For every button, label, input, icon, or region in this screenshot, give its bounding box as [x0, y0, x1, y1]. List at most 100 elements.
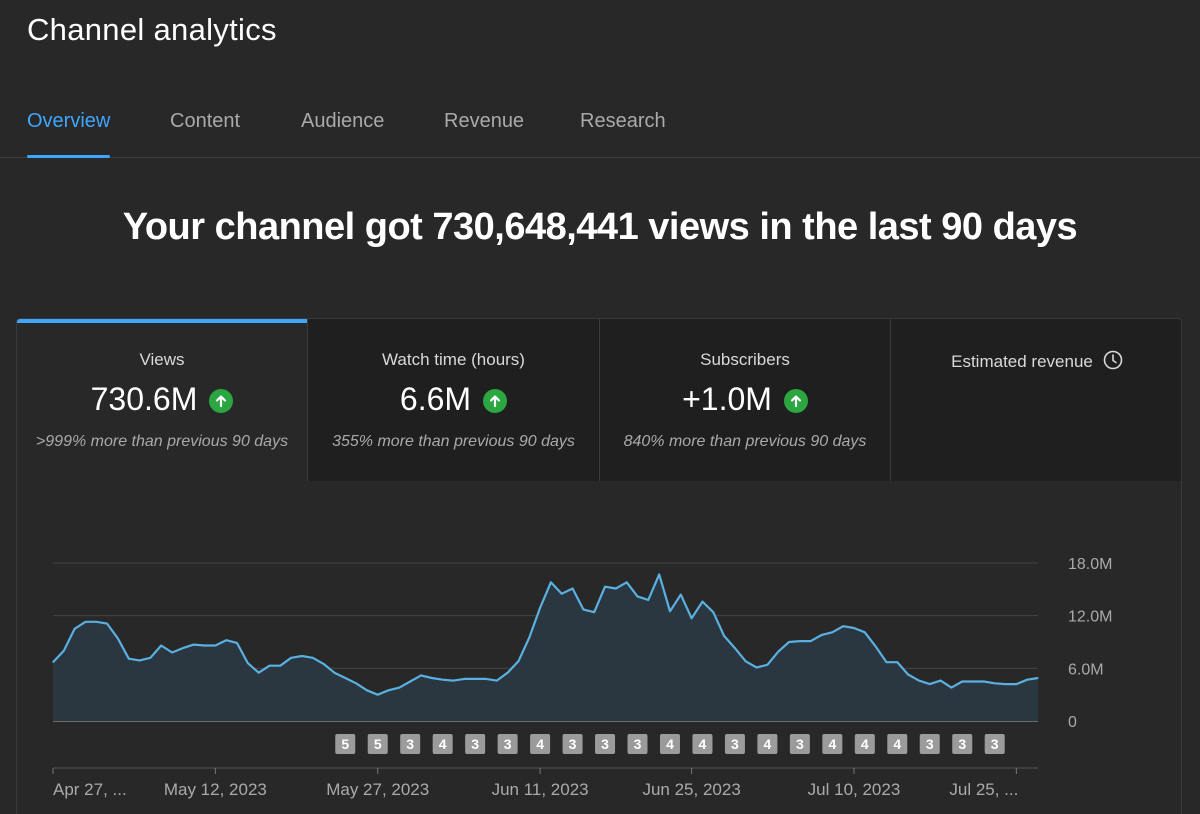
video-marker: [465, 734, 486, 754]
data-point: [745, 660, 747, 662]
metric-value: +1.0M: [682, 381, 772, 417]
tab-revenue[interactable]: Revenue: [444, 110, 525, 132]
video-marker: [627, 734, 648, 754]
metric-label: Subscribers: [700, 350, 790, 369]
clock-icon: [1103, 350, 1123, 375]
data-point: [452, 680, 455, 682]
data-point: [929, 683, 931, 685]
data-point: [193, 644, 195, 646]
metric-card-subscribers[interactable]: Subscribers +1.0M 840% more than previou…: [600, 319, 891, 481]
data-point: [431, 677, 433, 679]
data-point: [258, 672, 260, 674]
data-point: [182, 647, 184, 649]
video-marker-label: 3: [406, 736, 414, 752]
data-point: [323, 663, 325, 665]
video-marker-label: 4: [861, 736, 869, 752]
data-point: [1015, 683, 1017, 685]
data-point: [734, 647, 736, 649]
video-marker-label: 3: [471, 736, 479, 752]
metric-value: 6.6M: [399, 381, 472, 417]
data-point: [842, 625, 844, 627]
data-point: [723, 635, 725, 637]
data-point: [550, 581, 552, 583]
data-point: [864, 631, 866, 633]
video-marker: [432, 734, 453, 754]
data-point: [528, 637, 530, 639]
data-point: [831, 631, 833, 633]
video-marker-label: 3: [601, 736, 609, 752]
video-marker-label: 4: [699, 736, 707, 752]
data-point: [366, 689, 368, 691]
data-point: [820, 634, 823, 636]
data-point: [377, 694, 379, 696]
data-point: [117, 637, 119, 640]
video-marker: [367, 734, 388, 754]
video-marker-label: 4: [536, 736, 544, 752]
data-point: [777, 651, 779, 653]
tab-research[interactable]: Research: [580, 110, 666, 132]
video-marker-label: 3: [958, 736, 966, 752]
metric-label: Watch time (hours): [382, 350, 525, 369]
video-marker: [984, 734, 1005, 754]
data-point: [485, 678, 487, 680]
data-point: [539, 607, 541, 609]
data-point: [247, 662, 249, 664]
metric-label-text: Estimated revenue: [951, 352, 1093, 371]
data-point: [333, 672, 336, 674]
metric-comparison: 355% more than previous 90 days: [332, 433, 575, 450]
tab-audience[interactable]: Audience: [301, 110, 385, 132]
data-point: [138, 659, 141, 662]
data-point: [626, 581, 628, 583]
data-point: [74, 628, 76, 630]
data-point: [387, 689, 390, 691]
video-marker-label: 3: [926, 736, 934, 752]
data-point: [647, 599, 649, 601]
x-tick-label: Jun 25, 2023: [642, 780, 740, 799]
data-point: [1004, 683, 1007, 685]
data-point: [712, 611, 714, 613]
data-point: [225, 639, 227, 641]
data-point: [636, 595, 639, 597]
metric-card-estimated-revenue[interactable]: Estimated revenue: [891, 319, 1181, 481]
data-point: [918, 680, 920, 682]
data-point: [474, 678, 476, 680]
data-point: [853, 627, 855, 629]
data-point: [766, 664, 768, 666]
data-point: [950, 687, 953, 689]
y-tick-label: 18.0M: [1068, 556, 1112, 573]
data-point: [593, 611, 595, 613]
page-title: Channel analytics: [27, 12, 277, 47]
tab-overview[interactable]: Overview: [27, 110, 111, 158]
data-point: [755, 666, 758, 669]
video-marker-label: 3: [634, 736, 642, 752]
video-marker: [335, 734, 356, 754]
x-tick-label: Jul 10, 2023: [808, 780, 901, 799]
metric-label: Views: [139, 350, 185, 369]
data-point: [268, 665, 271, 667]
data-point: [571, 587, 574, 590]
tab-content[interactable]: Content: [170, 110, 241, 132]
data-point: [961, 680, 963, 683]
trend-up-icon: [483, 388, 508, 413]
data-point: [160, 644, 162, 647]
video-marker-label: 3: [991, 736, 999, 752]
data-point: [496, 680, 498, 682]
series-line: [52, 573, 1039, 696]
video-marker: [919, 734, 940, 754]
metric-card-views[interactable]: Views 730.6M >999% more than previous 90…: [17, 319, 308, 481]
video-marker-label: 4: [666, 736, 674, 752]
data-point: [810, 640, 812, 642]
video-marker: [757, 734, 778, 754]
data-point: [658, 573, 660, 576]
data-point: [203, 644, 206, 647]
data-point: [972, 680, 974, 683]
data-point: [63, 650, 65, 652]
metric-cards: Views 730.6M >999% more than previous 90…: [17, 319, 1181, 481]
data-point: [994, 682, 996, 684]
video-marker-label: 4: [828, 736, 836, 752]
metric-card-watch-time[interactable]: Watch time (hours) 6.6M 355% more than p…: [308, 319, 600, 481]
data-point: [983, 680, 985, 683]
data-point: [669, 610, 671, 612]
data-point: [95, 621, 97, 623]
data-point: [301, 655, 303, 657]
